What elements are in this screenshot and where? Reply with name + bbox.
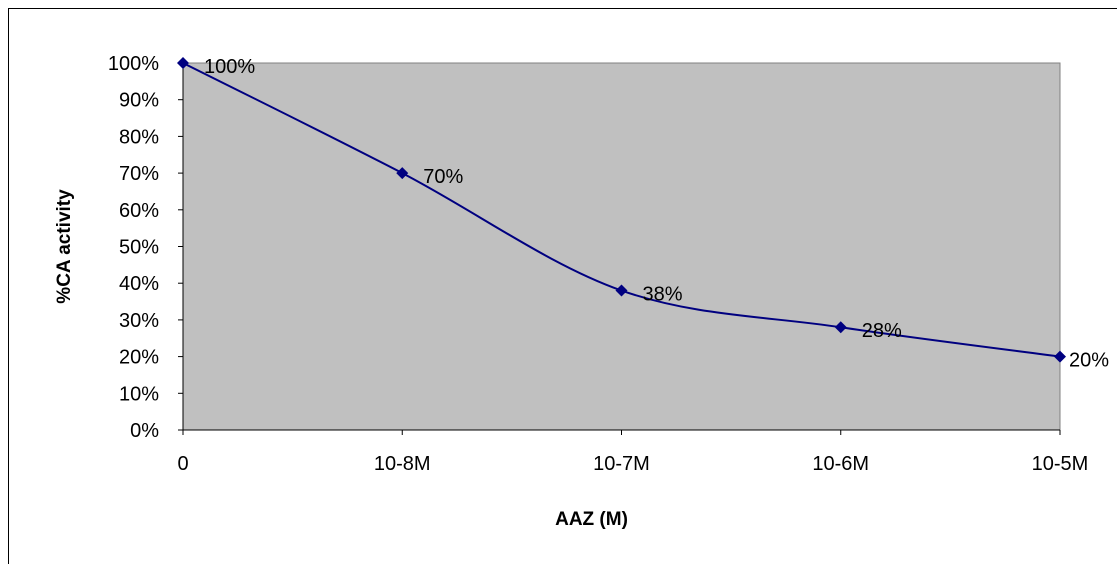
y-tick-label: 70% — [119, 163, 159, 185]
x-axis-title: AAZ (M) — [555, 509, 628, 530]
y-axis-ticks: 0% 10% 20% 30% 40% 50% 60% 70% 80% 90% 100% — [108, 53, 183, 442]
y-tick-label: 100% — [108, 53, 159, 75]
x-tick-label: 10-8M — [374, 453, 431, 475]
plot-area — [183, 63, 1060, 430]
x-tick-label: 10-6M — [812, 453, 869, 475]
y-tick-label: 20% — [119, 347, 159, 369]
y-tick-label: 0% — [130, 420, 159, 442]
data-label: 100% — [204, 56, 255, 78]
y-tick-label: 80% — [119, 126, 159, 148]
data-label: 28% — [862, 320, 902, 342]
data-label: 38% — [643, 284, 683, 306]
data-label: 70% — [423, 166, 463, 188]
y-tick-label: 60% — [119, 200, 159, 222]
y-tick-label: 40% — [119, 273, 159, 295]
y-tick-label: 30% — [119, 310, 159, 332]
x-tick-label: 0 — [177, 453, 188, 475]
y-tick-label: 90% — [119, 90, 159, 112]
y-tick-label: 10% — [119, 383, 159, 405]
data-label: 20% — [1069, 350, 1109, 372]
x-axis-ticks: 0 10-8M 10-7M 10-6M 10-5M — [177, 430, 1088, 475]
y-axis-title: %CA activity — [54, 189, 75, 304]
y-tick-label: 50% — [119, 237, 159, 259]
x-tick-label: 10-7M — [593, 453, 650, 475]
x-tick-label: 10-5M — [1032, 453, 1089, 475]
